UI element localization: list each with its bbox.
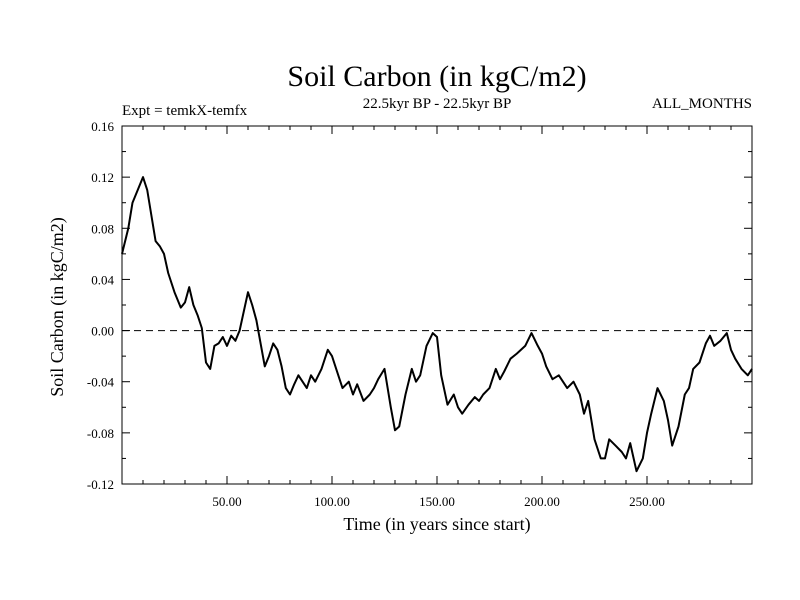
months-label: ALL_MONTHS [652,96,752,112]
plot-frame [121,125,753,485]
y-tick-label: -0.12 [87,477,114,492]
y-tick-label: 0.00 [91,324,114,339]
series-layer [121,176,753,473]
x-tick-label: 250.00 [629,494,665,509]
y-tick-label: -0.08 [87,426,114,441]
y-tick-label: 0.16 [91,119,114,134]
y-tick-label: 0.08 [91,221,114,236]
x-axis-label: Time (in years since start) [343,514,530,535]
x-tick-label: 150.00 [419,494,455,509]
x-tick-label: 100.00 [314,494,350,509]
period-label: 22.5kyr BP - 22.5kyr BP [363,96,512,112]
x-tick-label: 50.00 [212,494,241,509]
tick-layer: 50.00 100.00 150.00 200.00 250.00 -0.12 -0.08 -… [87,119,752,509]
chart-title: Soil Carbon (in kgC/m2) [287,60,586,93]
y-tick-label: -0.04 [87,375,115,390]
x-tick-label: 200.00 [524,494,560,509]
y-tick-label: 0.12 [91,170,114,185]
soil-carbon-series-line [121,176,753,473]
y-tick-label: 0.04 [91,272,114,287]
expt-label: Expt = temkX-temfx [122,103,248,119]
y-axis-label: Soil Carbon (in kgC/m2) [47,217,68,397]
